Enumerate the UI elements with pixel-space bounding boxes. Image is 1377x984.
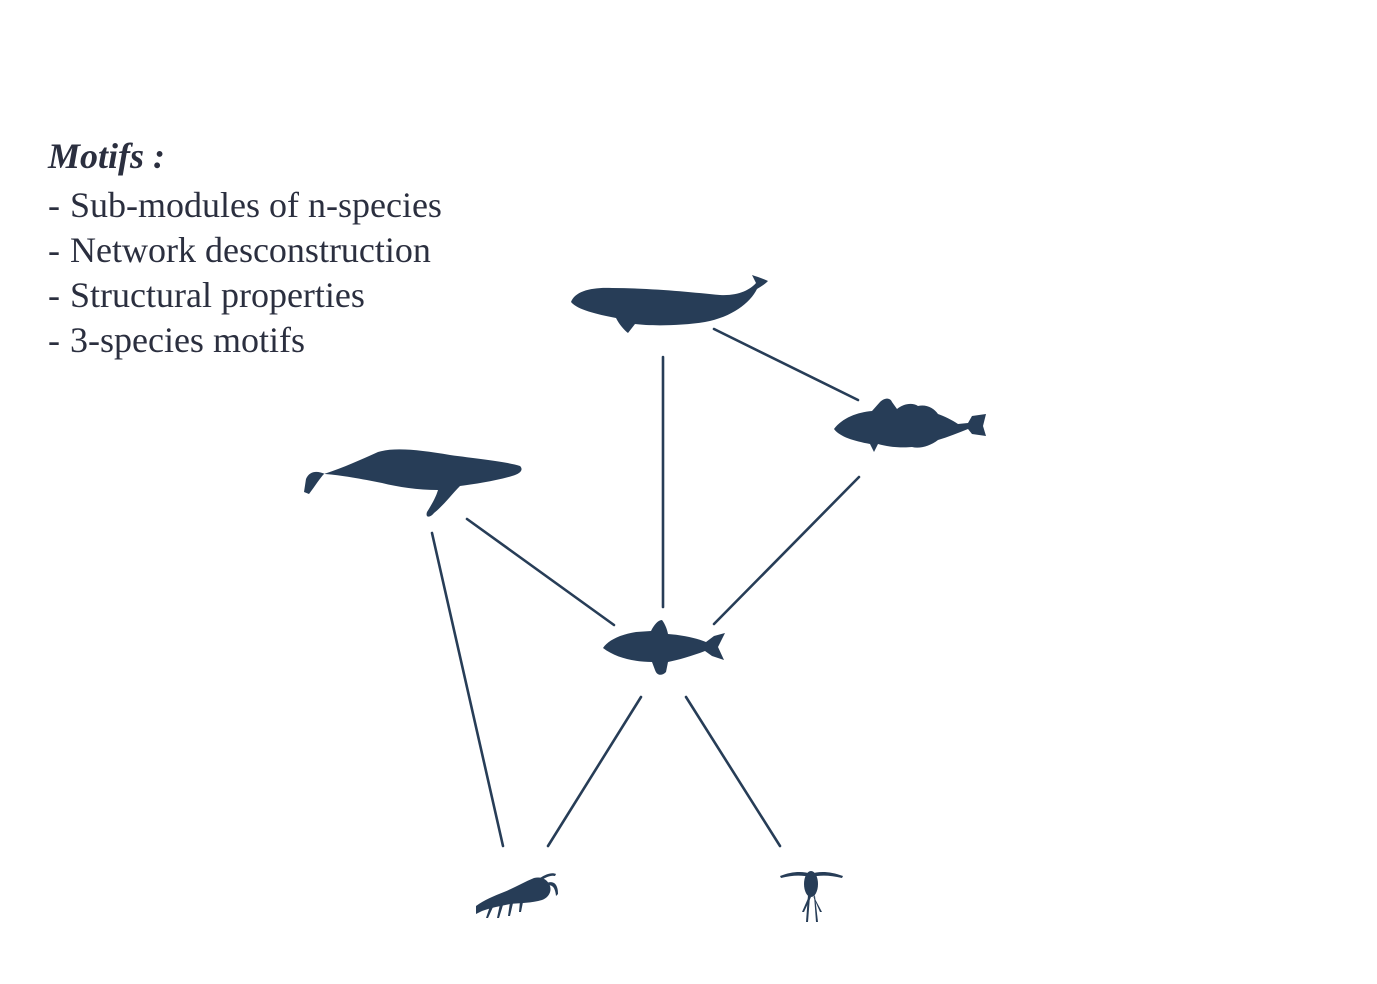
motifs-bullet-list: - Sub-modules of n-species - Network desco… (48, 183, 442, 363)
bullet-item: - Structural properties (48, 275, 365, 315)
link-beluga-cod (712, 327, 860, 402)
bullet-text: Structural properties (70, 275, 365, 315)
bullet-item: - Sub-modules of n-species (48, 185, 442, 225)
link-capelin-copepod (684, 695, 782, 848)
link-capelin-krill (546, 695, 643, 848)
link-humpback-krill (430, 531, 505, 848)
food-web-links (430, 327, 861, 848)
cod-icon (834, 398, 986, 452)
bullet-item: - Network desconstruction (48, 230, 431, 270)
bullet-text: 3-species motifs (70, 320, 305, 360)
motifs-text-block: Motifs : - Sub-modules of n-species - Netw… (48, 133, 442, 363)
motifs-heading: Motifs : (48, 136, 165, 176)
bullet-text: Sub-modules of n-species (70, 185, 442, 225)
link-humpback-capelin (465, 517, 616, 627)
krill-icon (476, 873, 558, 918)
bullet-item: -3-species motifs (48, 320, 305, 360)
copepod-icon (780, 871, 843, 922)
capelin-icon (603, 620, 725, 675)
bullet-text: Network desconstruction (70, 230, 431, 270)
link-cod-capelin (712, 475, 861, 626)
beluga-whale-icon (571, 275, 768, 333)
humpback-whale-icon (304, 449, 522, 517)
